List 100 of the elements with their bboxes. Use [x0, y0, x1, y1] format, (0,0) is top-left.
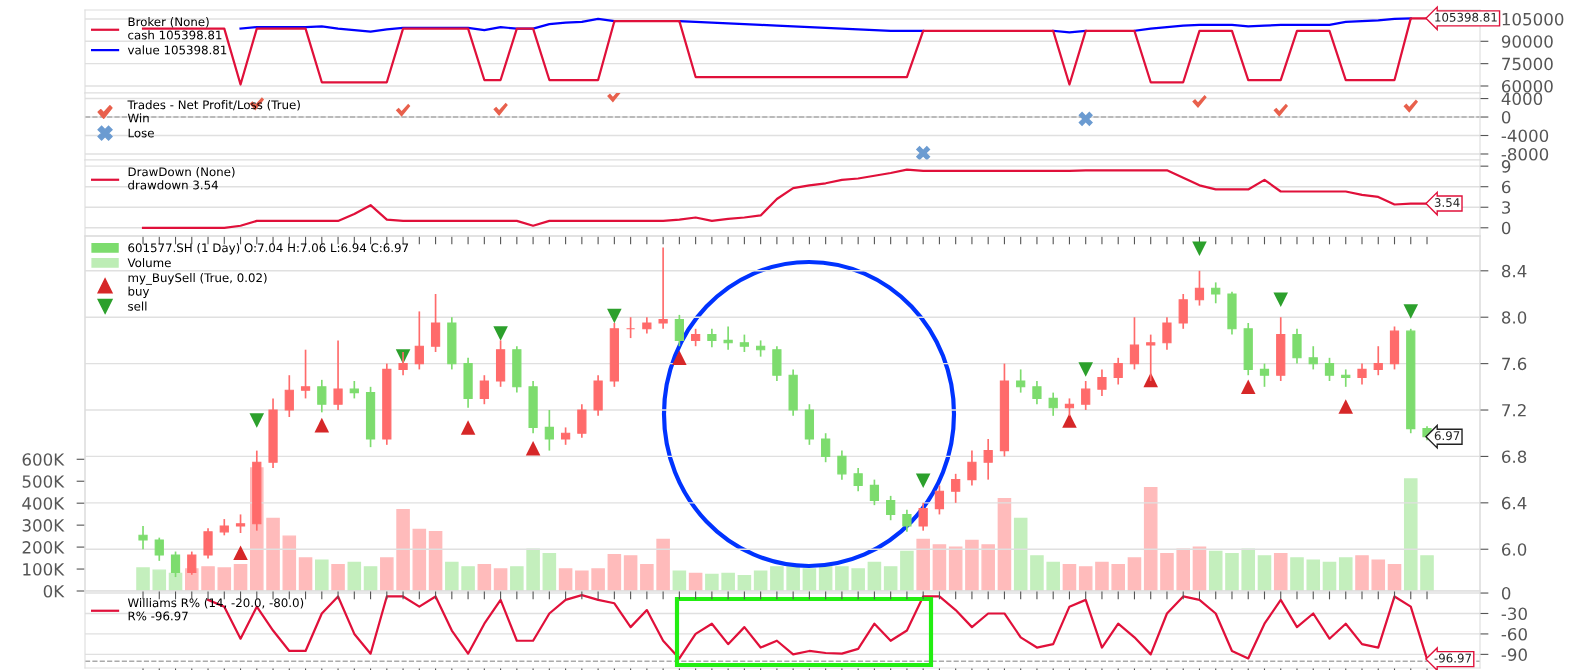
- bar: [217, 567, 232, 591]
- y-tick-label: 0: [1501, 587, 1511, 600]
- bar: [1387, 563, 1402, 591]
- y2-tick-label: 500K: [22, 475, 65, 488]
- y-tick-label: 6.8: [1502, 450, 1527, 463]
- y-tick-label: -30: [1501, 607, 1527, 621]
- candlestick: [333, 339, 343, 411]
- bar: [1290, 557, 1304, 591]
- point: [1078, 111, 1093, 127]
- bar: [1208, 550, 1223, 591]
- point: [1273, 292, 1289, 308]
- point: [1078, 362, 1093, 377]
- bar: [948, 546, 963, 591]
- bar: [1046, 561, 1060, 591]
- bar: [233, 563, 248, 591]
- candlestick: [1097, 368, 1107, 397]
- bar: [737, 574, 752, 591]
- y2-tick-label: 100K: [23, 563, 65, 576]
- bar: [770, 566, 784, 591]
- bar: [721, 572, 735, 591]
- candlestick: [544, 409, 554, 452]
- bar: [1095, 561, 1109, 591]
- point: [607, 308, 622, 324]
- y-tick-label: 8.4: [1501, 264, 1527, 278]
- bar: [688, 572, 703, 591]
- point: [1403, 99, 1419, 113]
- bar: [510, 566, 524, 591]
- text: 105398.81: [1435, 12, 1497, 22]
- bar: [916, 538, 930, 591]
- bar: [835, 566, 849, 591]
- bar: [1322, 561, 1337, 591]
- candlestick: [1113, 356, 1123, 386]
- point: [460, 420, 476, 435]
- legend-label: Lose: [128, 128, 154, 138]
- candlestick: [967, 449, 977, 487]
- bar: [591, 568, 605, 591]
- candlestick: [674, 314, 684, 348]
- bar: [1078, 566, 1093, 591]
- candlestick: [235, 513, 246, 534]
- point: [672, 350, 687, 366]
- bar: [851, 568, 865, 591]
- candlestick: [1194, 269, 1205, 307]
- legend-label: DrawDown (None) drawdown 3.54: [128, 167, 235, 190]
- bar: [266, 517, 280, 591]
- legend-label: 601577.SH (1 Day) O:7.04 H:7.06 L:6.94 C:6.97: [128, 243, 409, 255]
- y2-tick-label: 300K: [22, 519, 65, 532]
- y-tick-label: 9: [1501, 160, 1511, 173]
- bar: [1355, 555, 1369, 591]
- candlestick: [154, 536, 164, 562]
- candlestick: [414, 310, 424, 371]
- point: [395, 103, 411, 117]
- bar: [201, 566, 215, 591]
- y2-tick-label: 200K: [22, 541, 65, 554]
- annotation: -96.97: [1434, 653, 1472, 663]
- candlestick: [1259, 362, 1270, 388]
- bar: [965, 539, 979, 591]
- bar: [1371, 559, 1386, 591]
- bar: [867, 561, 882, 591]
- bar: [981, 544, 995, 591]
- bar: [331, 563, 345, 591]
- point: [1403, 304, 1419, 319]
- bar: [347, 561, 362, 591]
- y2-tick-label: 600K: [22, 453, 65, 466]
- bar: [1257, 555, 1272, 591]
- candlestick: [1081, 380, 1091, 411]
- bar: [1062, 563, 1077, 591]
- bar: [1127, 557, 1142, 591]
- y-tick-label: 3: [1502, 201, 1511, 214]
- bar: [1030, 555, 1044, 591]
- bar: [445, 561, 459, 591]
- candlestick: [300, 348, 311, 400]
- bar: [883, 566, 898, 591]
- bar: [542, 552, 557, 591]
- bar: [1306, 559, 1321, 591]
- bar: [363, 566, 378, 591]
- candlestick: [983, 438, 993, 481]
- candlestick: [837, 449, 847, 481]
- y2-tick-label: 0K: [43, 584, 65, 598]
- y-tick-label: 90000: [1501, 35, 1553, 48]
- point: [1062, 413, 1077, 428]
- y-tick-label: 4000: [1501, 92, 1543, 106]
- candlestick: [707, 327, 717, 349]
- candlestick: [430, 293, 441, 353]
- bar: [575, 570, 589, 591]
- candlestick: [658, 246, 668, 330]
- candlestick: [479, 374, 489, 406]
- legend-label: sell: [128, 301, 147, 311]
- candlestick: [1357, 362, 1367, 386]
- y-tick-label: 75000: [1502, 57, 1553, 71]
- y-tick-label: 7.6: [1502, 357, 1527, 371]
- point: [915, 473, 931, 489]
- candlestick: [821, 432, 831, 464]
- bar: [282, 535, 297, 591]
- bar: [1225, 552, 1239, 591]
- y-tick-label: 6.4: [1502, 496, 1527, 510]
- bar: [1111, 563, 1125, 591]
- y-tick-label: 8.0: [1501, 311, 1527, 324]
- bar: [1273, 552, 1288, 591]
- bar: [1176, 548, 1191, 591]
- y-tick-label: 0: [1501, 221, 1511, 235]
